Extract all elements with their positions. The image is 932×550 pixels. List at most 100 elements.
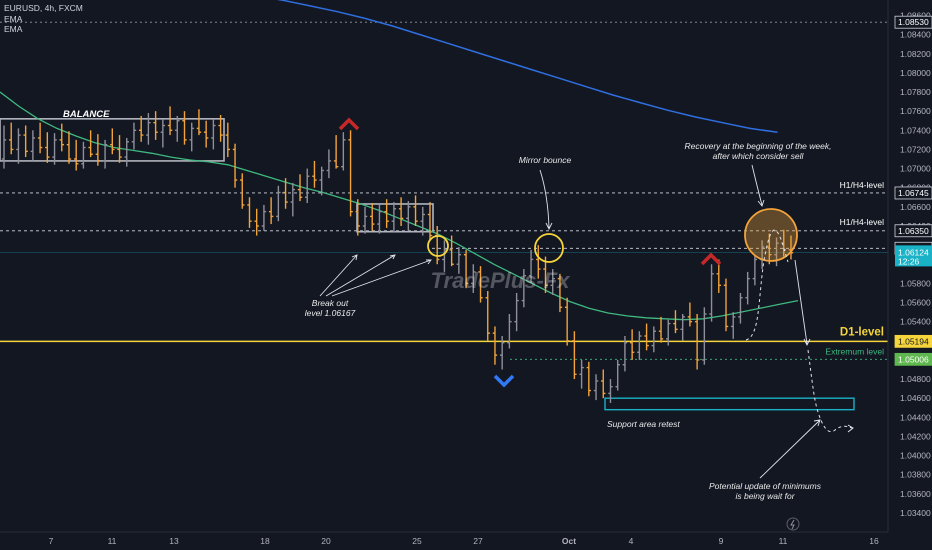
price-tag-value: 1.05194: [898, 336, 929, 346]
ohlc-bar: [463, 249, 469, 289]
ohlc-bar: [745, 271, 750, 305]
price-tag: 1.08530: [894, 15, 932, 29]
x-tick-label: 16: [869, 536, 879, 546]
ohlc-bar: [485, 291, 490, 341]
y-tick-label: 1.07800: [900, 87, 931, 97]
ohlc-bar: [268, 197, 274, 225]
ohlc-bar: [240, 173, 245, 209]
ohlc-bar: [124, 137, 129, 167]
arrow-line: [319, 254, 358, 297]
ohlc-bar: [478, 266, 483, 303]
x-tick-label: 20: [321, 536, 331, 546]
ohlc-bar: [709, 264, 714, 322]
x-tick-label: 4: [629, 536, 634, 546]
ohlc-bar: [601, 369, 606, 399]
ohlc-bar: [182, 111, 187, 145]
ohlc-bar: [88, 130, 93, 158]
ohlc-bar: [290, 182, 295, 217]
ohlc-bar: [767, 233, 772, 265]
ohlc-bar: [232, 143, 238, 188]
price-tag-bg: [894, 15, 932, 29]
ohlc-bar: [557, 273, 563, 313]
level-label-extremum: Extremum level: [825, 346, 884, 356]
ohlc-bar: [16, 128, 21, 164]
highlight-circle-recovery: [744, 208, 798, 262]
indicator-ema-2[interactable]: EMA: [4, 24, 23, 34]
arrow-line: [759, 419, 821, 479]
ohlc-bar: [723, 278, 729, 332]
label-potential-2: is being wait for: [735, 491, 795, 501]
ohlc-bar: [45, 132, 50, 163]
symbol-title[interactable]: EURUSD, 4h, FXCM: [4, 3, 83, 13]
ohlc-bar: [658, 316, 664, 343]
ohlc-bar: [738, 292, 743, 324]
level-label-h1h4-upper: H1/H4-level: [840, 180, 885, 190]
ohlc-bar: [543, 256, 548, 293]
ohlc-bar: [355, 199, 360, 236]
price-tag-value: 1.06350: [898, 226, 929, 236]
ohlc-bar: [615, 359, 620, 391]
current-price-value: 1.06124: [898, 247, 929, 257]
ohlc-bar: [731, 312, 736, 339]
ohlc-bar: [774, 237, 779, 267]
arrow-line: [794, 259, 811, 347]
bull-arrow-icon: [493, 374, 515, 388]
ohlc-bar: [644, 323, 649, 351]
y-tick-label: 1.07200: [900, 144, 931, 154]
y-tick-label: 1.04200: [900, 431, 931, 441]
x-tick-label: 25: [412, 536, 422, 546]
ohlc-bar: [9, 122, 14, 155]
y-tick-label: 1.04600: [900, 393, 931, 403]
ohlc-bar: [74, 139, 79, 171]
ohlc-bar: [283, 178, 288, 209]
ohlc-bar: [196, 109, 202, 136]
highlight-circle-mirror: [534, 233, 564, 263]
lightning-icon[interactable]: [786, 517, 800, 531]
ohlc-bar: [52, 133, 57, 165]
ohlc-bar: [528, 249, 534, 284]
y-tick-label: 1.07000: [900, 164, 931, 174]
y-tick-label: 1.03600: [900, 489, 931, 499]
y-tick-label: 1.08400: [900, 30, 931, 40]
price-tag-bg: [894, 352, 932, 366]
ohlc-bar: [608, 379, 613, 403]
y-tick-label: 1.05600: [900, 298, 931, 308]
projection-path-down: [807, 349, 853, 433]
ohlc-bar: [420, 206, 425, 236]
bear-arrow-icon: [338, 117, 360, 131]
ohlc-bar: [377, 204, 382, 234]
ohlc-bar: [788, 235, 794, 260]
ohlc-bar: [572, 331, 577, 380]
x-tick-label: 27: [473, 536, 483, 546]
ohlc-bar: [492, 326, 498, 365]
ohlc-bar: [95, 134, 101, 166]
ohlc-bar: [456, 247, 462, 274]
ohlc-bar: [175, 115, 180, 142]
ohlc-bar: [362, 206, 368, 234]
price-tag: 1.05194: [894, 334, 932, 348]
price-tag-bg: [894, 334, 932, 348]
x-tick-label: 18: [260, 536, 270, 546]
indicator-ema-1[interactable]: EMA: [4, 13, 23, 24]
y-tick-label: 1.04800: [900, 374, 931, 384]
y-tick-label: 1.07400: [900, 125, 931, 135]
ohlc-bar: [189, 122, 194, 152]
x-tick-label: Oct: [562, 536, 576, 546]
ohlc-bar: [153, 111, 158, 140]
ohlc-bar: [370, 203, 375, 231]
y-tick-label: 1.07600: [900, 106, 931, 116]
ohlc-bar: [694, 314, 700, 370]
ohlc-bar: [138, 115, 144, 142]
ohlc-bar: [586, 361, 592, 397]
price-tag-bg: [894, 224, 932, 238]
price-tag: 1.05006: [894, 352, 932, 366]
x-tick-label: 13: [169, 536, 179, 546]
y-tick-label: 1.04400: [900, 412, 931, 422]
y-tick-label: 1.04000: [900, 451, 931, 461]
ohlc-bar: [23, 125, 28, 158]
ohlc-bar: [673, 310, 678, 334]
ohlc-bar: [391, 202, 397, 233]
ohlc-bar: [37, 122, 43, 154]
ohlc-bar: [564, 297, 570, 346]
